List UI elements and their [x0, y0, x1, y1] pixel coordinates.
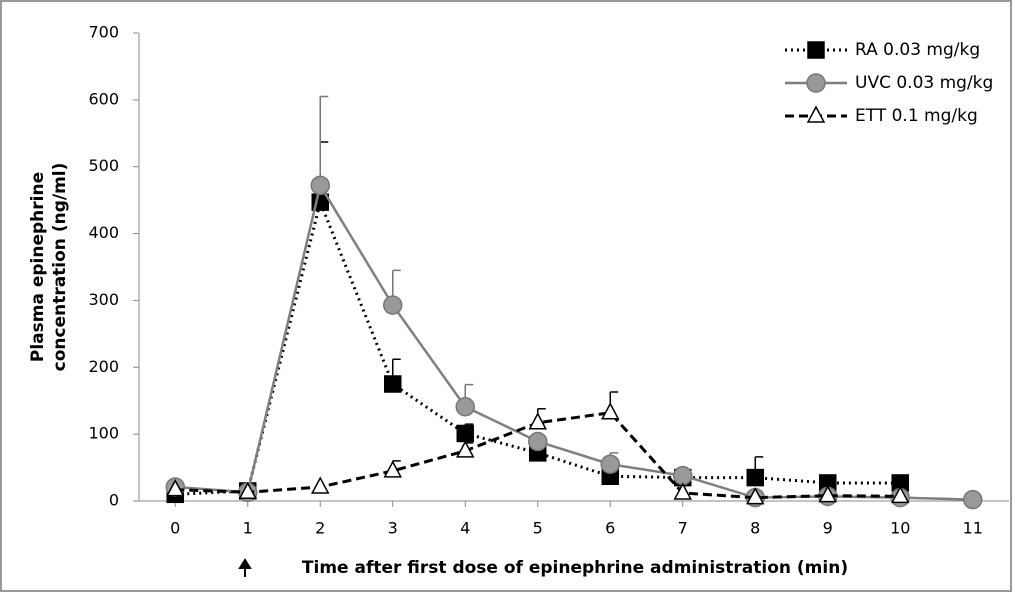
- data-point: [455, 396, 475, 417]
- x-axis-title: Time after first dose of epinephrine adm…: [302, 558, 848, 578]
- y-tick-label: 600: [88, 89, 119, 108]
- data-point: [528, 412, 547, 430]
- y-tick-label: 300: [88, 290, 119, 309]
- legend-marker: [807, 41, 825, 59]
- data-point: [600, 454, 620, 474]
- data-point: [601, 402, 620, 420]
- data-point: [891, 485, 910, 504]
- series-line: [175, 182, 973, 501]
- legend-marker: [806, 73, 826, 93]
- legend-label: ETT 0.1 mg/kg: [855, 106, 978, 126]
- data-point: [384, 375, 402, 393]
- x-tick-label: 6: [605, 519, 615, 538]
- y-tick-label: 100: [88, 424, 119, 443]
- y-tick-label: 500: [88, 156, 119, 175]
- data-point: [310, 175, 330, 196]
- data-point: [818, 485, 837, 503]
- legend-label: UVC 0.03 mg/kg: [855, 73, 993, 93]
- x-tick-label: 10: [890, 519, 910, 538]
- y-tick-label: 0: [109, 491, 119, 510]
- data-point: [383, 295, 403, 315]
- arrow: [238, 558, 252, 577]
- data-point: [383, 460, 402, 478]
- y-axis-title: concentration (ng/ml): [50, 163, 70, 372]
- data-point: [673, 482, 692, 500]
- y-tick-label: 200: [88, 357, 119, 376]
- data-point: [746, 487, 765, 505]
- y-tick-label: 700: [88, 23, 119, 42]
- data-point: [456, 440, 475, 458]
- x-tick-label: 4: [460, 519, 470, 538]
- legend-label: RA 0.03 mg/kg: [855, 40, 980, 60]
- x-tick-label: 3: [388, 519, 398, 538]
- x-tick-label: 11: [963, 519, 983, 538]
- data-point: [746, 468, 764, 487]
- data-point: [311, 476, 330, 494]
- x-tick-label: 8: [750, 519, 760, 538]
- data-point: [166, 479, 185, 497]
- y-axis-title: Plasma epinephrine: [28, 172, 48, 362]
- legend-marker: [806, 105, 826, 123]
- x-tick-label: 9: [823, 519, 833, 538]
- data-point: [528, 431, 548, 452]
- error-bar: [319, 95, 329, 186]
- x-tick-label: 7: [678, 519, 688, 538]
- data-point: [238, 481, 257, 500]
- x-tick-label: 1: [243, 519, 253, 538]
- series-line: [175, 197, 901, 496]
- x-tick-label: 5: [533, 519, 543, 538]
- data-point: [673, 465, 693, 486]
- x-tick-label: 0: [170, 519, 180, 538]
- data-point: [456, 424, 474, 443]
- x-tick-label: 2: [315, 519, 325, 538]
- data-point: [963, 489, 983, 510]
- y-tick-label: 400: [88, 223, 119, 242]
